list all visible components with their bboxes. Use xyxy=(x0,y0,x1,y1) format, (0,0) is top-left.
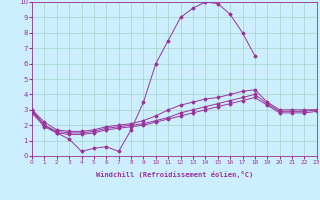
X-axis label: Windchill (Refroidissement éolien,°C): Windchill (Refroidissement éolien,°C) xyxy=(96,171,253,178)
